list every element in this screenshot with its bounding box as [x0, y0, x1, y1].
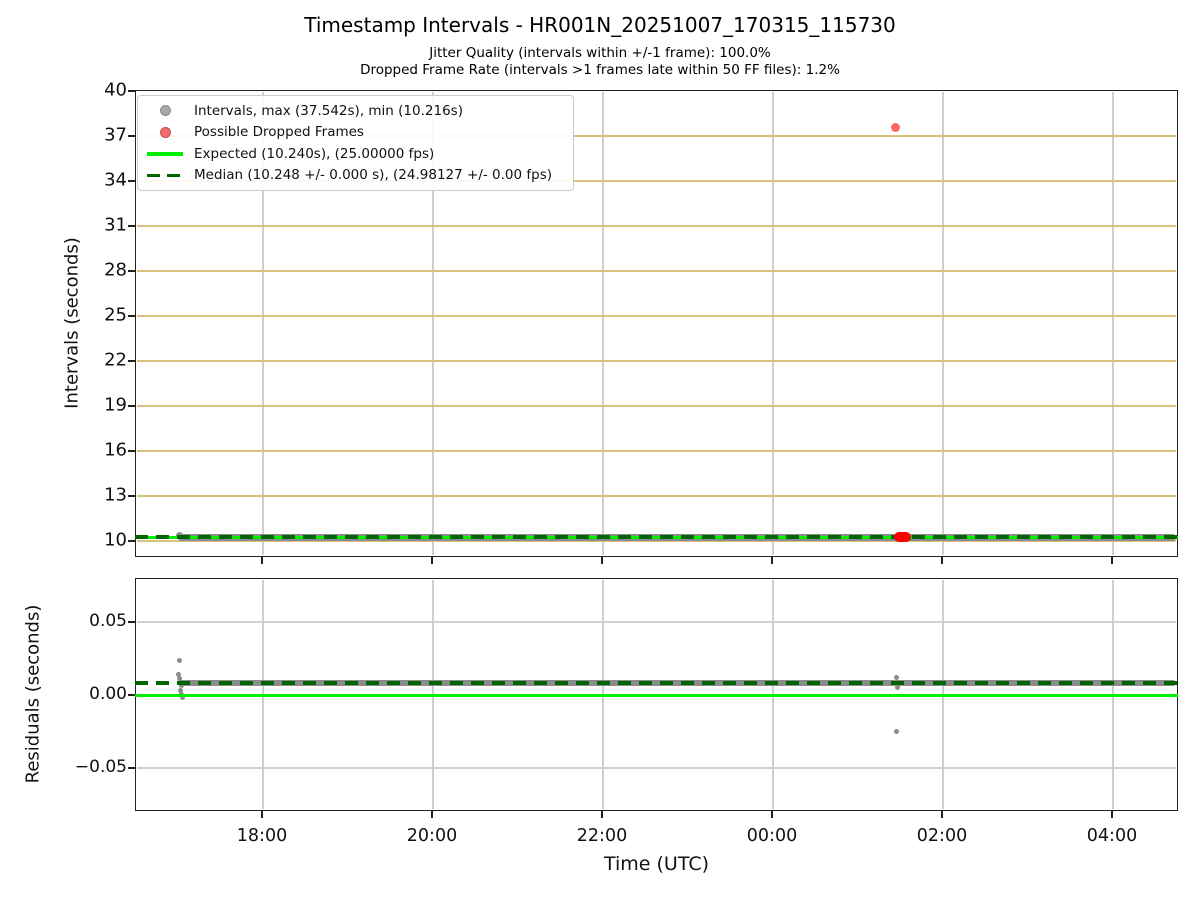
x-tick-mark	[771, 557, 773, 564]
x-tick-label: 18:00	[236, 826, 288, 846]
horizontal-gridline	[137, 621, 1176, 623]
legend-label: Median (10.248 +/- 0.000 s), (24.98127 +…	[194, 167, 553, 184]
residual-scatter-point	[177, 658, 183, 664]
y-tick-mark	[128, 360, 135, 362]
x-tick-label: 02:00	[916, 826, 968, 846]
legend-label: Possible Dropped Frames	[194, 124, 364, 141]
x-tick-label: 04:00	[1086, 826, 1138, 846]
y-tick-mark	[128, 450, 135, 452]
median-line	[135, 680, 1178, 685]
y-tick-label: 0.05	[89, 611, 127, 632]
legend-item-3: Median (10.248 +/- 0.000 s), (24.98127 +…	[146, 165, 565, 187]
legend-label: Intervals, max (37.542s), min (10.216s)	[194, 102, 463, 119]
x-tick-mark	[941, 557, 943, 564]
horizontal-gridline	[137, 450, 1176, 452]
y-tick-label: 13	[104, 484, 127, 506]
y-tick-mark	[128, 767, 135, 769]
intervals-plot-area	[135, 90, 1178, 557]
y-tick-mark	[128, 90, 135, 92]
y-tick-mark	[128, 540, 135, 542]
vertical-gridline	[432, 92, 434, 555]
x-tick-mark	[1111, 557, 1113, 564]
horizontal-gridline	[137, 270, 1176, 272]
residual-scatter-point	[180, 694, 186, 700]
horizontal-gridline	[137, 135, 1176, 137]
y-tick-mark	[128, 405, 135, 407]
y-tick-label: 22	[104, 349, 127, 371]
subtitle-dropped-frame-rate: Dropped Frame Rate (intervals >1 frames …	[360, 62, 840, 78]
y-tick-label: 37	[104, 124, 127, 146]
horizontal-gridline	[137, 405, 1176, 407]
y-tick-mark	[128, 225, 135, 227]
legend-item-1: Possible Dropped Frames	[146, 122, 565, 144]
residual-scatter-point	[177, 676, 183, 682]
legend-label: Expected (10.240s), (25.00000 fps)	[194, 145, 435, 162]
residual-scatter-point	[894, 728, 900, 734]
x-tick-mark	[1111, 811, 1113, 818]
x-tick-mark	[261, 557, 263, 564]
y-tick-label: −0.05	[74, 757, 127, 778]
vertical-gridline	[942, 92, 944, 555]
x-tick-mark	[771, 811, 773, 818]
x-tick-mark	[601, 557, 603, 564]
y-tick-label: 16	[104, 439, 127, 461]
vertical-gridline	[772, 92, 774, 555]
residual-scatter-point	[176, 672, 182, 678]
legend-item-2: Expected (10.240s), (25.00000 fps)	[146, 143, 565, 165]
horizontal-gridline	[137, 315, 1176, 317]
y-tick-label: 31	[104, 214, 127, 236]
y-tick-label: 40	[104, 79, 127, 101]
x-tick-label: 00:00	[746, 826, 798, 846]
vertical-gridline	[262, 92, 264, 555]
x-tick-mark	[431, 557, 433, 564]
y-tick-mark	[128, 621, 135, 623]
y-tick-label: 34	[104, 169, 127, 191]
horizontal-gridline	[137, 767, 1176, 769]
y-tick-mark	[128, 270, 135, 272]
vertical-gridline	[602, 92, 604, 555]
y-tick-label: 0.00	[89, 684, 127, 705]
x-tick-mark	[601, 811, 603, 818]
y-tick-label: 19	[104, 394, 127, 416]
x-tick-label: 20:00	[406, 826, 458, 846]
residual-scatter-point	[895, 685, 901, 691]
y-tick-label: 25	[104, 304, 127, 326]
x-tick-mark	[261, 811, 263, 818]
y-tick-mark	[128, 694, 135, 696]
median-line	[135, 535, 1178, 540]
horizontal-gridline	[137, 225, 1176, 227]
y-tick-mark	[128, 495, 135, 497]
y-tick-label: 10	[104, 529, 127, 551]
y-tick-mark	[128, 315, 135, 317]
horizontal-gridline	[137, 540, 1176, 542]
x-tick-mark	[941, 811, 943, 818]
y-tick-mark	[128, 135, 135, 137]
median-line-icon	[146, 173, 184, 177]
horizontal-gridline	[137, 180, 1176, 182]
y-tick-mark	[128, 180, 135, 182]
legend: Intervals, max (37.542s), min (10.216s) P…	[137, 95, 574, 191]
dropped-frame-outlier-point	[890, 123, 900, 133]
chart-title: Timestamp Intervals - HR001N_20251007_17…	[304, 13, 896, 37]
horizontal-gridline	[137, 495, 1176, 497]
expected-line	[135, 693, 1178, 697]
x-tick-mark	[431, 811, 433, 818]
x-tick-label: 22:00	[576, 826, 628, 846]
residual-scatter-point	[177, 688, 183, 694]
legend-item-0: Intervals, max (37.542s), min (10.216s)	[146, 100, 565, 122]
dropped-frames-marker-icon	[146, 126, 184, 138]
dropped-frames-cluster	[893, 532, 912, 543]
x-axis-label: Time (UTC)	[603, 853, 710, 875]
residual-scatter-point	[178, 683, 184, 688]
y-tick-label: 28	[104, 259, 127, 281]
expected-line-icon	[146, 152, 184, 156]
subtitle-jitter-quality: Jitter Quality (intervals within +/-1 fr…	[429, 45, 771, 61]
intervals-marker-icon	[146, 105, 184, 117]
residual-scatter-point	[894, 675, 900, 681]
vertical-gridline	[1112, 92, 1114, 555]
horizontal-gridline	[137, 360, 1176, 362]
